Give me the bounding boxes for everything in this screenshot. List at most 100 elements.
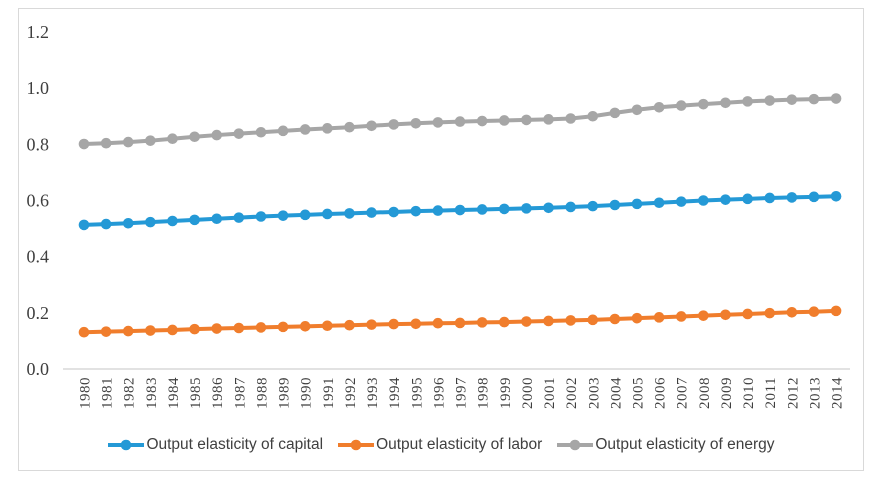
data-point-marker — [277, 210, 289, 221]
data-point-marker — [211, 323, 223, 334]
data-point-marker — [211, 213, 223, 225]
data-point-marker — [454, 317, 466, 329]
data-point-marker — [100, 137, 112, 149]
legend-label-labor: Output elasticity of labor — [376, 436, 543, 454]
data-point-marker — [720, 309, 731, 321]
data-point-marker — [299, 124, 311, 135]
data-point-marker — [653, 197, 665, 209]
data-point-marker — [698, 310, 709, 321]
x-tick-label: 1988 — [254, 377, 270, 409]
data-point-marker — [808, 191, 820, 203]
x-tick-label: 1986 — [210, 377, 226, 409]
legend-item-capital: Output elasticity of capital — [107, 437, 323, 453]
data-point-marker — [521, 114, 532, 126]
data-point-marker — [742, 96, 753, 107]
data-point-marker — [167, 133, 178, 145]
data-point-marker — [100, 326, 112, 337]
data-point-marker — [830, 93, 842, 104]
legend-marker-capital-icon — [108, 439, 145, 451]
data-point-marker — [587, 314, 599, 326]
series-2 — [78, 93, 842, 150]
data-point-marker — [255, 211, 267, 222]
data-point-marker — [476, 317, 488, 328]
x-tick-label: 2010 — [741, 377, 757, 409]
x-tick-label: 2009 — [719, 377, 735, 409]
data-point-marker — [255, 322, 267, 333]
y-tick-label: 0.8 — [27, 134, 50, 154]
x-tick-label: 1982 — [122, 377, 138, 409]
data-point-marker — [609, 313, 621, 325]
chart-legend: Output elasticity of capital Output elas… — [19, 425, 863, 465]
x-tick-label: 2004 — [608, 377, 624, 409]
data-point-marker — [498, 203, 510, 215]
data-point-marker — [189, 214, 200, 226]
x-tick-label: 1996 — [431, 377, 447, 409]
data-point-marker — [410, 205, 422, 217]
x-tick-label: 2011 — [763, 377, 779, 408]
x-tick-label: 2007 — [675, 377, 691, 409]
data-point-marker — [366, 207, 377, 218]
data-point-marker — [543, 114, 554, 125]
data-point-marker — [631, 104, 643, 116]
data-point-marker — [653, 312, 665, 323]
data-point-marker — [720, 97, 731, 109]
data-point-marker — [277, 125, 289, 137]
data-point-marker — [565, 201, 576, 213]
legend-marker-energy-icon — [557, 439, 594, 451]
y-tick-label: 1.0 — [27, 78, 50, 98]
x-tick-label: 2002 — [564, 377, 580, 409]
data-point-marker — [78, 138, 90, 150]
data-point-marker — [587, 110, 599, 122]
data-point-marker — [476, 204, 488, 215]
data-point-marker — [189, 131, 200, 143]
x-tick-label: 1985 — [188, 377, 204, 409]
x-tick-label: 1981 — [100, 377, 116, 409]
data-point-marker — [675, 311, 687, 322]
x-tick-label: 2003 — [586, 377, 602, 409]
legend-label-capital: Output elasticity of capital — [146, 436, 324, 454]
data-point-marker — [609, 199, 621, 211]
data-point-marker — [830, 305, 842, 317]
data-point-marker — [366, 319, 377, 330]
x-tick-label: 2014 — [830, 377, 846, 409]
data-point-marker — [720, 194, 731, 205]
data-point-marker — [388, 318, 399, 330]
data-point-marker — [322, 208, 333, 220]
data-point-marker — [675, 196, 687, 207]
data-point-marker — [454, 116, 466, 127]
data-point-marker — [631, 198, 643, 210]
data-point-marker — [255, 126, 267, 138]
data-point-marker — [653, 101, 665, 113]
data-point-marker — [786, 306, 798, 318]
x-tick-label: 1999 — [498, 377, 514, 409]
x-tick-label: 1990 — [299, 377, 315, 409]
x-tick-label: 2006 — [653, 377, 669, 409]
x-tick-label: 1998 — [476, 377, 492, 409]
x-tick-label: 2008 — [697, 377, 713, 409]
y-tick-label: 0.4 — [27, 247, 50, 267]
data-point-marker — [233, 212, 245, 223]
data-point-marker — [432, 205, 444, 216]
data-point-marker — [322, 320, 333, 332]
x-tick-label: 2001 — [542, 377, 558, 409]
data-point-marker — [211, 129, 223, 141]
data-point-marker — [78, 326, 90, 338]
data-point-marker — [145, 135, 156, 146]
y-tick-label: 0.0 — [27, 359, 50, 379]
data-point-marker — [808, 306, 820, 318]
x-tick-label: 2000 — [520, 377, 536, 409]
data-point-marker — [122, 217, 134, 229]
data-point-marker — [476, 115, 488, 127]
data-point-marker — [122, 325, 134, 337]
y-axis-labels: 0.0 0.2 0.4 0.6 0.8 1.0 1.2 — [27, 22, 50, 379]
data-point-marker — [808, 93, 820, 105]
legend-marker-labor-icon — [338, 439, 375, 451]
x-tick-label: 1993 — [365, 377, 381, 409]
data-point-marker — [145, 325, 156, 336]
data-point-marker — [498, 316, 510, 328]
data-point-marker — [786, 94, 798, 105]
legend-label-energy: Output elasticity of energy — [595, 436, 775, 454]
data-point-marker — [366, 120, 377, 132]
chart-frame: 0.0 0.2 0.4 0.6 0.8 1.0 1.2 1980 1981 1982 1983 198… — [18, 8, 864, 471]
